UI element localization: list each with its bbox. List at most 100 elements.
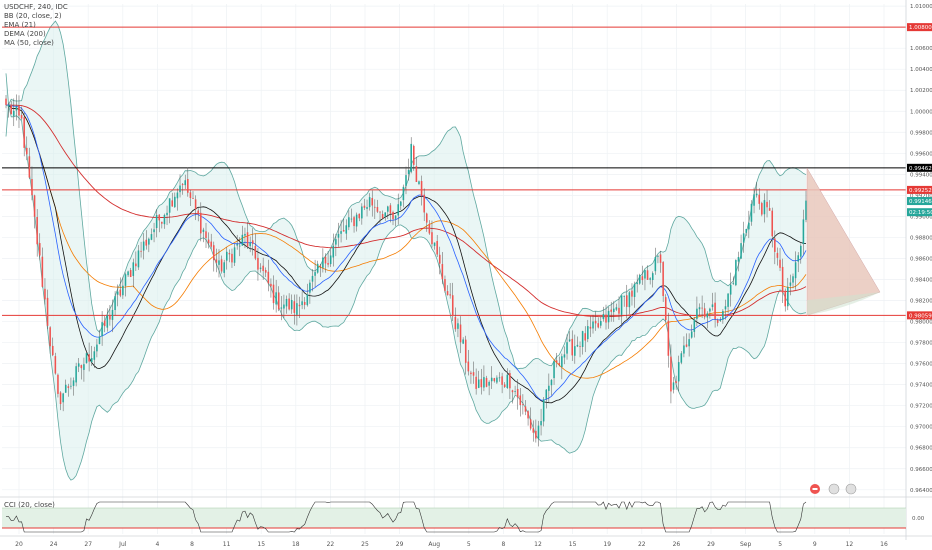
candle-body: [96, 344, 98, 352]
candle-body: [374, 206, 376, 208]
candle-body: [127, 271, 129, 276]
legend-symbol[interactable]: USDCHF, 240, IDC: [4, 3, 68, 11]
candle-body: [23, 117, 25, 148]
candle-body: [485, 377, 488, 387]
candle-body: [36, 217, 38, 245]
candle-body: [241, 234, 244, 246]
candle-body: [249, 242, 251, 247]
candle-body: [122, 285, 124, 296]
projection-triangle[interactable]: [806, 167, 881, 316]
candle-body: [363, 205, 366, 208]
price-tag-bg: [907, 197, 932, 206]
candle-body: [745, 229, 748, 233]
cci-panel: 0.00: [0, 496, 932, 533]
cci-legend[interactable]: CCI (20, close): [4, 501, 55, 509]
candle-body: [423, 194, 425, 213]
candle-body: [470, 372, 472, 375]
candle-body: [194, 199, 197, 210]
candle-body: [568, 339, 571, 342]
candle-body: [558, 362, 561, 366]
candle-body: [210, 241, 212, 247]
candle-body: [340, 231, 342, 234]
candle-body: [613, 308, 615, 313]
candle-body: [397, 204, 399, 216]
candle-body: [597, 323, 599, 328]
candle-body: [228, 252, 231, 255]
candle-body: [366, 207, 368, 209]
candle-body: [389, 205, 392, 214]
candle-body: [400, 201, 402, 206]
candle-body: [503, 384, 506, 388]
candle-body: [662, 262, 664, 296]
candle-body: [724, 306, 727, 310]
candle-body: [501, 376, 503, 385]
candle-body: [342, 230, 345, 232]
candle-body: [498, 377, 501, 379]
candle-body: [384, 212, 386, 217]
candle-body: [158, 214, 161, 221]
candle-body: [610, 309, 612, 312]
candle-body: [337, 233, 340, 238]
candle-body: [758, 194, 761, 204]
candle-body: [509, 373, 511, 389]
candle-body: [488, 381, 490, 386]
candle-body: [415, 166, 418, 182]
candle-body: [732, 283, 735, 285]
us-flag-icon[interactable]: [828, 483, 840, 495]
candle-body: [472, 372, 475, 376]
candle-body: [106, 315, 109, 328]
candle-body: [584, 333, 586, 341]
price-axis[interactable]: 1.01000 1.00800 1.00600 1.00400 1.00200 1.000…: [905, 0, 932, 550]
legend-bb[interactable]: BB (20, close, 2): [4, 12, 62, 20]
candle-body: [290, 300, 293, 310]
candle-body: [259, 267, 262, 269]
candle-body: [140, 250, 142, 252]
candle-body: [719, 319, 722, 321]
candle-body: [215, 259, 218, 263]
candle-body: [262, 265, 264, 271]
candle-body: [251, 240, 254, 244]
candle-body: [587, 326, 589, 340]
candle-body: [589, 326, 592, 329]
candle-body: [246, 232, 249, 247]
time-tick-label: 8: [190, 541, 194, 548]
candle-body: [90, 358, 93, 363]
candle-body: [13, 110, 15, 116]
legend-dema[interactable]: DEMA (200): [4, 30, 46, 38]
price-tag-bg: [907, 163, 932, 172]
candle-body: [789, 282, 792, 286]
candle-body: [628, 292, 631, 308]
candle-body: [545, 389, 548, 399]
candle-body: [727, 293, 729, 307]
legend-ema[interactable]: EMA (21): [4, 21, 36, 29]
legend-ma[interactable]: MA (50, close): [4, 39, 54, 47]
time-tick-label: 4: [155, 541, 159, 548]
candle-body: [371, 197, 374, 206]
candle-body: [116, 291, 119, 295]
candle-body: [335, 239, 337, 245]
candle-body: [800, 245, 802, 257]
candle-body: [254, 245, 257, 259]
candle-body: [646, 270, 649, 280]
time-axis[interactable]: 20 24 27 Jul 4 8 11 15 18 22 25 29 Aug 5 8 12 15 19 22 26 29…: [0, 535, 932, 548]
time-tick-label: 20: [15, 541, 23, 548]
us-flag-icon-2[interactable]: [845, 483, 857, 495]
candle-body: [685, 344, 688, 347]
candle-body: [436, 240, 438, 255]
bb-fill-area: [6, 21, 806, 481]
candle-body: [464, 339, 467, 363]
price-tick-label: 0.96400: [910, 488, 932, 494]
candle-body: [124, 274, 127, 286]
price-tick-label: 1.00000: [910, 109, 932, 115]
candle-body: [522, 404, 524, 405]
candle-body: [477, 379, 480, 388]
candle-body: [236, 244, 238, 246]
price-tick-label: 0.97600: [910, 362, 932, 368]
price-tag-bg: [907, 185, 932, 194]
candle-body: [548, 385, 550, 391]
candle-body: [348, 217, 350, 228]
candle-body: [750, 203, 753, 222]
candle-body: [270, 283, 272, 287]
candle-body: [327, 263, 329, 265]
